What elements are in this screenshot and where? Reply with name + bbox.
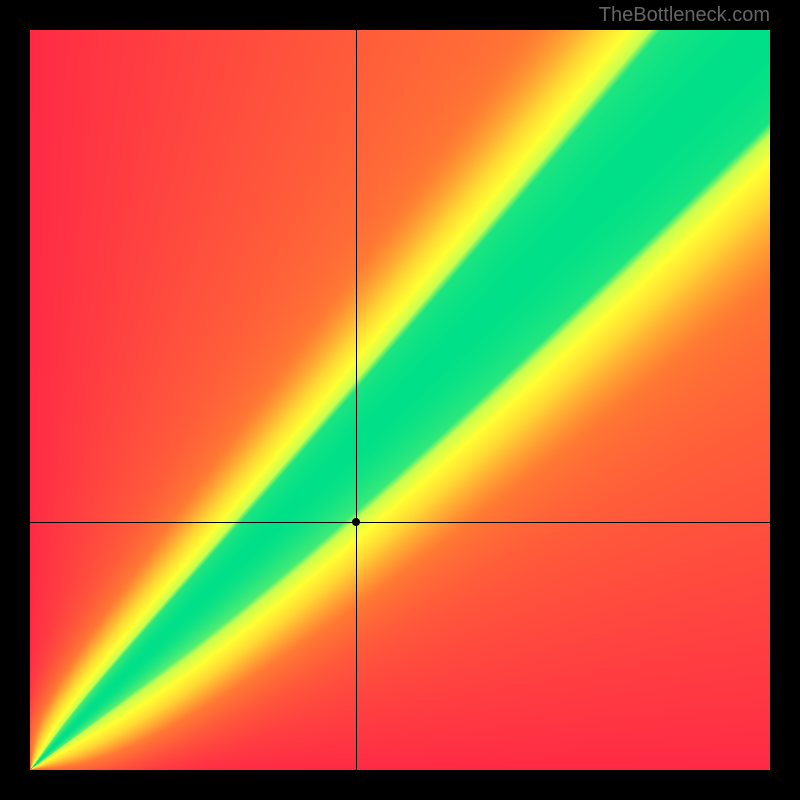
heatmap-plot-area: [30, 30, 770, 770]
watermark-text: TheBottleneck.com: [599, 4, 770, 27]
heatmap-canvas: [30, 30, 770, 770]
crosshair-horizontal: [30, 522, 770, 523]
crosshair-marker-dot: [352, 518, 360, 526]
crosshair-vertical: [356, 30, 357, 770]
